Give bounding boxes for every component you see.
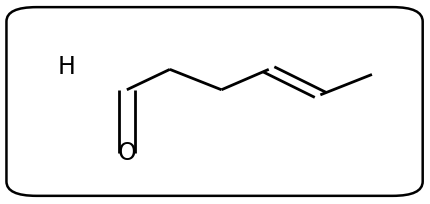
FancyBboxPatch shape	[6, 7, 423, 196]
Text: H: H	[58, 55, 76, 79]
Text: O: O	[117, 141, 136, 165]
